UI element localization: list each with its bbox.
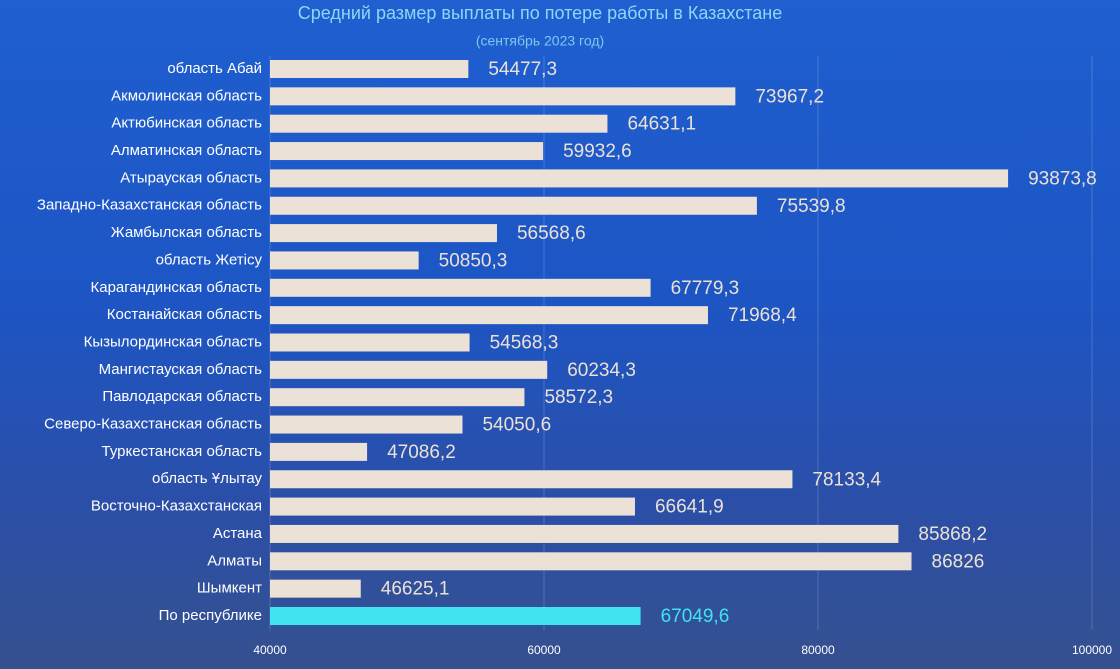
bar bbox=[270, 196, 757, 215]
y-tick-label: Западно-Казахстанская область bbox=[37, 197, 262, 214]
bar bbox=[270, 251, 419, 270]
value-label: 85868,2 bbox=[918, 524, 987, 545]
bar bbox=[270, 579, 361, 598]
chart-title: Средний размер выплаты по потере работы … bbox=[298, 3, 782, 23]
value-label: 50850,3 bbox=[439, 250, 508, 271]
bar bbox=[270, 607, 641, 625]
value-label: 86826 bbox=[932, 551, 985, 572]
bar bbox=[270, 415, 463, 434]
y-tick-label: Атырауская область bbox=[120, 169, 262, 186]
bar bbox=[270, 224, 497, 243]
value-label: 54477,3 bbox=[488, 59, 557, 80]
bar bbox=[270, 388, 525, 407]
y-tick-label: Костанайская область bbox=[107, 306, 262, 323]
y-tick-label: Шымкент bbox=[197, 580, 262, 597]
y-tick-label: Восточно-Казахстанская bbox=[91, 498, 262, 515]
value-label: 60234,3 bbox=[567, 360, 636, 381]
bar bbox=[270, 142, 544, 161]
y-tick-label: Жамбылская область bbox=[111, 224, 262, 241]
value-label: 64631,1 bbox=[627, 114, 696, 135]
y-tick-label: область Абай bbox=[167, 60, 262, 77]
y-tick-label: область Ұлытау bbox=[152, 470, 262, 487]
bar bbox=[270, 306, 708, 325]
value-label: 46625,1 bbox=[381, 579, 450, 600]
value-label: 54050,6 bbox=[482, 415, 551, 436]
y-tick-label: Кызылординская область bbox=[84, 333, 263, 350]
y-tick-label: Северо-Казахстанская область bbox=[44, 416, 262, 433]
value-label: 75539,8 bbox=[777, 196, 846, 217]
value-label: 54568,3 bbox=[490, 333, 559, 354]
value-label: 58572,3 bbox=[544, 387, 613, 408]
y-tick-label: Туркестанская область bbox=[102, 443, 263, 460]
y-tick-label: Алматинская область bbox=[111, 142, 262, 159]
y-tick-label: По республике bbox=[159, 607, 262, 624]
value-label: 71968,4 bbox=[728, 305, 797, 326]
x-tick-label: 100000 bbox=[1072, 643, 1112, 657]
y-tick-label: область Жетісу bbox=[156, 251, 263, 268]
value-label: 47086,2 bbox=[387, 442, 456, 463]
bar bbox=[270, 552, 912, 571]
value-label: 67779,3 bbox=[671, 278, 740, 299]
value-label: 67049,6 bbox=[661, 606, 730, 627]
bar bbox=[270, 333, 470, 352]
bar bbox=[270, 360, 548, 379]
value-label: 59932,6 bbox=[563, 141, 632, 162]
value-label: 73967,2 bbox=[755, 86, 824, 107]
x-tick-label: 40000 bbox=[253, 643, 287, 657]
y-tick-label: Актюбинская область bbox=[111, 115, 262, 132]
bar bbox=[270, 87, 736, 106]
x-tick-label: 80000 bbox=[801, 643, 835, 657]
value-label: 78133,4 bbox=[812, 469, 881, 490]
bar bbox=[270, 169, 1009, 188]
y-tick-label: Карагандинская область bbox=[90, 279, 262, 296]
bar bbox=[270, 278, 651, 297]
chart-subtitle: (сентябрь 2023 год) bbox=[476, 33, 604, 49]
bar bbox=[270, 442, 368, 461]
y-tick-label: Акмолинская область bbox=[111, 87, 262, 104]
bar bbox=[270, 497, 635, 516]
y-tick-label: Мангистауская область bbox=[99, 361, 263, 378]
x-tick-label: 60000 bbox=[527, 643, 561, 657]
y-tick-label: Павлодарская область bbox=[102, 388, 262, 405]
y-tick-label: Астана bbox=[213, 525, 263, 542]
value-label: 66641,9 bbox=[655, 497, 724, 518]
bar bbox=[270, 114, 608, 133]
bar bbox=[270, 470, 793, 489]
y-tick-label: Алматы bbox=[207, 552, 262, 569]
bar bbox=[270, 524, 899, 543]
value-label: 93873,8 bbox=[1028, 168, 1097, 189]
value-label: 56568,6 bbox=[517, 223, 586, 244]
bar bbox=[270, 60, 469, 78]
